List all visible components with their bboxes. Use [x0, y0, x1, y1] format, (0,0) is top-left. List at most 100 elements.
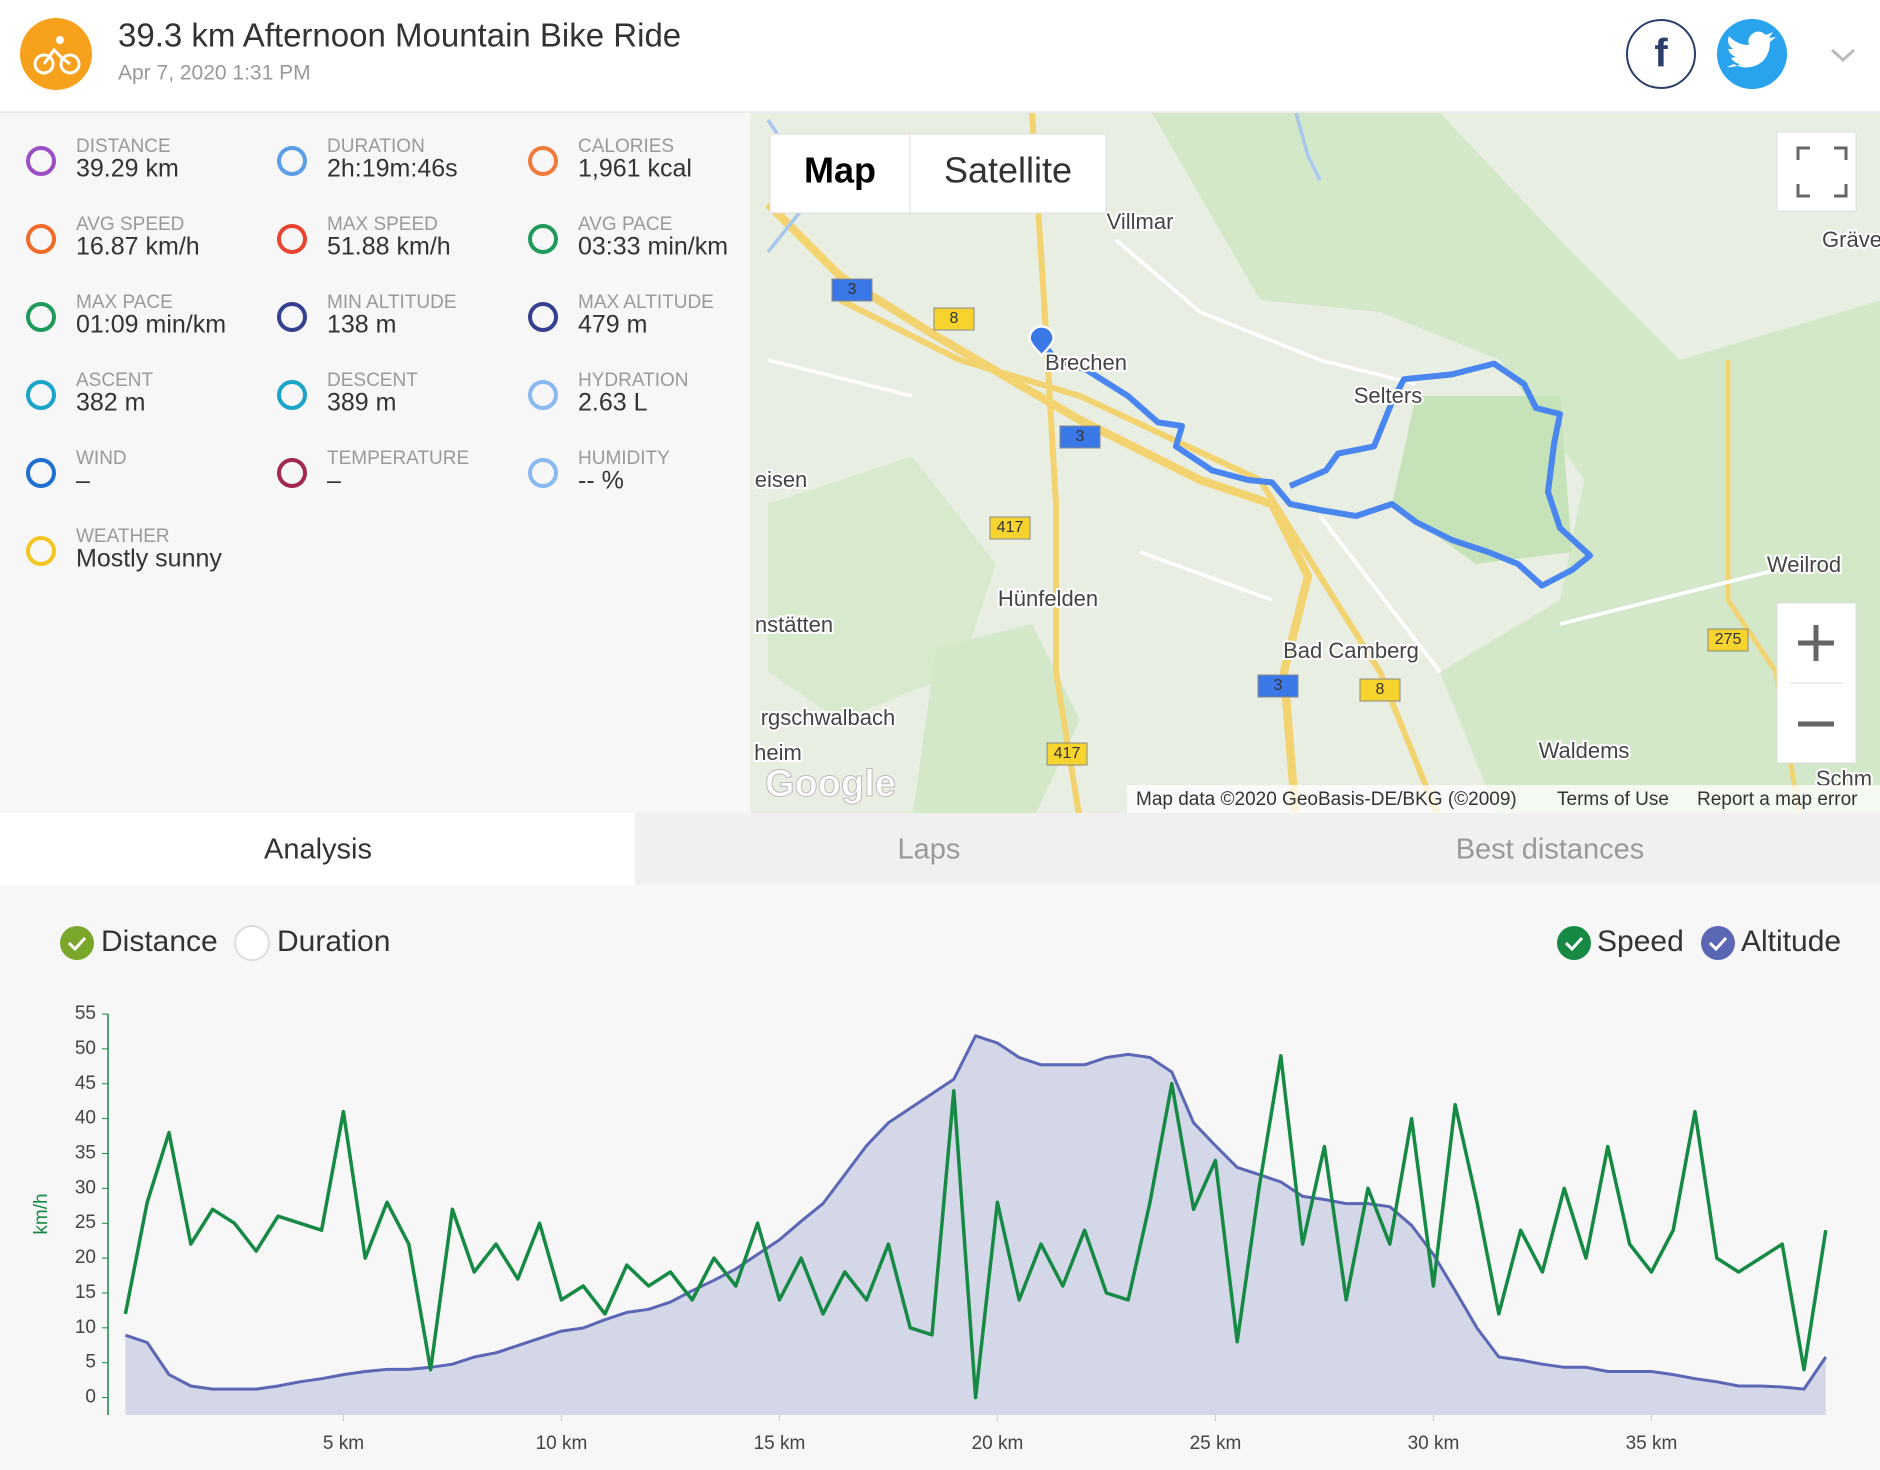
place-label: Villmar	[1107, 209, 1174, 234]
road-shield	[1359, 678, 1401, 702]
stat-label: WEATHER	[76, 526, 170, 547]
legend-label[interactable]: Altitude	[1741, 925, 1841, 958]
stat-label: MAX PACE	[76, 292, 173, 313]
toggle-label[interactable]: Duration	[277, 925, 390, 958]
report-link[interactable]: Report a map error	[1697, 789, 1858, 810]
stat-label: HUMIDITY	[578, 448, 670, 469]
x-tick-label: 35 km	[1626, 1433, 1678, 1454]
stat-icon	[277, 302, 307, 332]
place-label: nstätten	[755, 612, 833, 637]
inactive-tabs	[635, 813, 1880, 885]
stat-label: DISTANCE	[76, 136, 171, 157]
stat-label: MIN ALTITUDE	[327, 292, 457, 313]
activity-icon	[20, 18, 92, 90]
stat-value: 03:33 min/km	[578, 233, 728, 261]
stat-label: DURATION	[327, 136, 425, 157]
road-shield	[933, 307, 975, 331]
place-label: rgschwalbach	[761, 705, 896, 730]
y-tick-label: 55	[75, 1003, 96, 1024]
series-line	[123, 1054, 1828, 1400]
terms-link[interactable]: Terms of Use	[1557, 789, 1669, 810]
y-tick-label: 20	[75, 1247, 96, 1268]
header-bar	[0, 0, 1880, 112]
stat-value: –	[76, 467, 90, 495]
x-tick-label: 20 km	[972, 1433, 1024, 1454]
stat-icon	[528, 224, 558, 254]
stat-value: 39.29 km	[76, 155, 179, 183]
place-label: Waldems	[1539, 738, 1630, 763]
fullscreen-button[interactable]	[1776, 131, 1857, 212]
stat-value: 1,961 kcal	[578, 155, 692, 183]
tab[interactable]: Analysis	[264, 834, 372, 866]
legend-label[interactable]: Speed	[1597, 925, 1684, 958]
y-tick-label: 50	[75, 1038, 96, 1059]
stat-value: –	[327, 467, 341, 495]
road-label: 8	[1376, 681, 1385, 698]
y-tick-label: 15	[75, 1282, 96, 1303]
tab[interactable]: Laps	[898, 834, 961, 866]
x-tick-label: 25 km	[1190, 1433, 1242, 1454]
stat-value: 01:09 min/km	[76, 311, 226, 339]
stat-icon	[277, 146, 307, 176]
stat-value: 51.88 km/h	[327, 233, 451, 261]
map-attribution: Map data ©2020 GeoBasis-DE/BKG (©2009)	[1136, 789, 1517, 810]
map-type-control[interactable]: Map Satellite	[769, 133, 1107, 214]
place-label: eisen	[755, 467, 808, 492]
toggle-check	[1701, 926, 1735, 960]
place-label: Gräve	[1822, 227, 1880, 252]
facebook-button[interactable]: f	[1626, 19, 1696, 89]
duration-toggle[interactable]: Duration	[234, 925, 390, 961]
x-tick-label: 15 km	[754, 1433, 806, 1454]
x-tick-label: 5 km	[323, 1433, 364, 1454]
road-shield	[1059, 425, 1101, 449]
svg-text:f: f	[1654, 32, 1668, 76]
expand-chevron[interactable]	[1830, 48, 1856, 63]
zoom-control[interactable]	[1776, 602, 1857, 764]
stat-icon	[26, 458, 56, 488]
toggle-label[interactable]: Distance	[101, 925, 218, 958]
map-button[interactable]: Map	[804, 150, 876, 191]
place-label: Bad Camberg	[1283, 638, 1419, 663]
stat-value: 2.63 L	[578, 389, 648, 417]
road-shield	[1707, 628, 1749, 652]
map[interactable]: Villmar Brechen Selters Hünfelden Bad Camber…	[750, 113, 1880, 821]
stat-value: 2h:19m:46s	[327, 155, 458, 183]
tab[interactable]: Best distances	[1456, 834, 1645, 866]
place-label: Weilrod	[1767, 552, 1841, 577]
road-shield	[1257, 674, 1299, 698]
road-label: 275	[1715, 631, 1742, 648]
stat-label: TEMPERATURE	[327, 448, 469, 469]
series-toggle[interactable]: Speed	[1557, 925, 1684, 960]
stat-value: Mostly sunny	[76, 545, 222, 573]
toggle-check	[1557, 926, 1591, 960]
road-label: 3	[1076, 428, 1085, 445]
place-label: heim	[754, 740, 802, 765]
y-tick-label: 35	[75, 1142, 96, 1163]
stat-icon	[528, 302, 558, 332]
chart: 0 5 10 15 20 25 30 35 40 45 50 55 5 km 10 km 15 km 20 k…	[31, 925, 1841, 1454]
stat-label: ASCENT	[76, 370, 153, 391]
stat-icon	[26, 146, 56, 176]
twitter-button[interactable]	[1717, 19, 1787, 89]
stat-label: MAX SPEED	[327, 214, 438, 235]
road-shield	[1046, 742, 1088, 766]
stat-icon	[26, 224, 56, 254]
satellite-button[interactable]: Satellite	[944, 150, 1072, 191]
series-toggle[interactable]: Altitude	[1701, 925, 1841, 960]
stat-icon	[277, 380, 307, 410]
stat-icon	[528, 146, 558, 176]
stat-icon	[26, 536, 56, 566]
y-axis-label: km/h	[31, 1193, 52, 1234]
y-tick-label: 40	[75, 1108, 96, 1129]
map-layer	[750, 113, 1880, 813]
stat-icon	[277, 224, 307, 254]
road-shield	[831, 278, 873, 302]
series-area	[125, 1035, 1826, 1415]
stat-label: HYDRATION	[578, 370, 688, 391]
stat-label: CALORIES	[578, 136, 674, 157]
road-label: 417	[1054, 745, 1081, 762]
distance-toggle[interactable]: Distance	[60, 925, 218, 960]
stat-label: AVG SPEED	[76, 214, 184, 235]
